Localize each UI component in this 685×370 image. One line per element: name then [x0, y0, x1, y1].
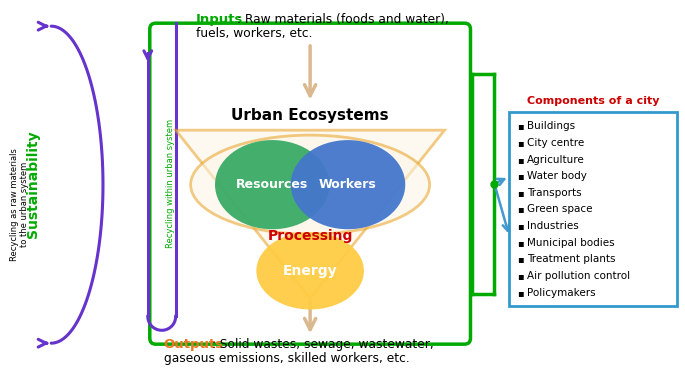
FancyBboxPatch shape: [150, 23, 471, 344]
Text: ▪: ▪: [517, 155, 524, 165]
Text: : Raw materials (foods and water),: : Raw materials (foods and water),: [238, 13, 449, 26]
Text: ▪: ▪: [517, 271, 524, 281]
Text: Recycling as raw materials
to the urban system: Recycling as raw materials to the urban …: [10, 148, 29, 261]
Text: Buildings: Buildings: [527, 121, 575, 131]
Text: Recycling within urban system: Recycling within urban system: [166, 119, 175, 248]
Text: Industries: Industries: [527, 221, 579, 231]
Text: ▪: ▪: [517, 138, 524, 148]
Text: Inputs: Inputs: [196, 13, 243, 26]
Text: Transports: Transports: [527, 188, 582, 198]
Text: City centre: City centre: [527, 138, 584, 148]
Text: Policymakers: Policymakers: [527, 288, 596, 298]
Text: ▪: ▪: [517, 255, 524, 265]
Text: Air pollution control: Air pollution control: [527, 271, 630, 281]
Text: Components of a city: Components of a city: [527, 97, 659, 107]
Ellipse shape: [290, 140, 406, 229]
Text: ▪: ▪: [517, 188, 524, 198]
Text: Resources: Resources: [236, 178, 308, 191]
Text: ▪: ▪: [517, 288, 524, 298]
Polygon shape: [175, 130, 445, 299]
Text: : Solid wastes, sewage, wastewater,: : Solid wastes, sewage, wastewater,: [212, 338, 434, 351]
Text: Urban Ecosystems: Urban Ecosystems: [232, 108, 389, 123]
Text: ▪: ▪: [517, 238, 524, 248]
Text: Sustainability: Sustainability: [26, 131, 40, 239]
Text: Workers: Workers: [319, 178, 377, 191]
Text: ▪: ▪: [517, 121, 524, 131]
Text: Treatment plants: Treatment plants: [527, 255, 616, 265]
Text: Municipal bodies: Municipal bodies: [527, 238, 615, 248]
Text: Urban Metabolism: Urban Metabolism: [511, 115, 524, 252]
Text: ▪: ▪: [517, 221, 524, 231]
Text: Water body: Water body: [527, 171, 587, 181]
Text: Energy: Energy: [283, 264, 338, 278]
Text: ▪: ▪: [517, 205, 524, 215]
Ellipse shape: [215, 140, 329, 229]
Text: gaseous emissions, skilled workers, etc.: gaseous emissions, skilled workers, etc.: [164, 352, 410, 365]
Text: fuels, workers, etc.: fuels, workers, etc.: [196, 27, 312, 40]
Text: ▪: ▪: [517, 171, 524, 181]
Ellipse shape: [256, 232, 364, 309]
Text: Processing: Processing: [267, 229, 353, 243]
Text: Agriculture: Agriculture: [527, 155, 585, 165]
Bar: [510, 112, 677, 306]
Text: Outputs: Outputs: [164, 338, 224, 351]
Text: Green space: Green space: [527, 205, 593, 215]
Ellipse shape: [190, 135, 429, 234]
